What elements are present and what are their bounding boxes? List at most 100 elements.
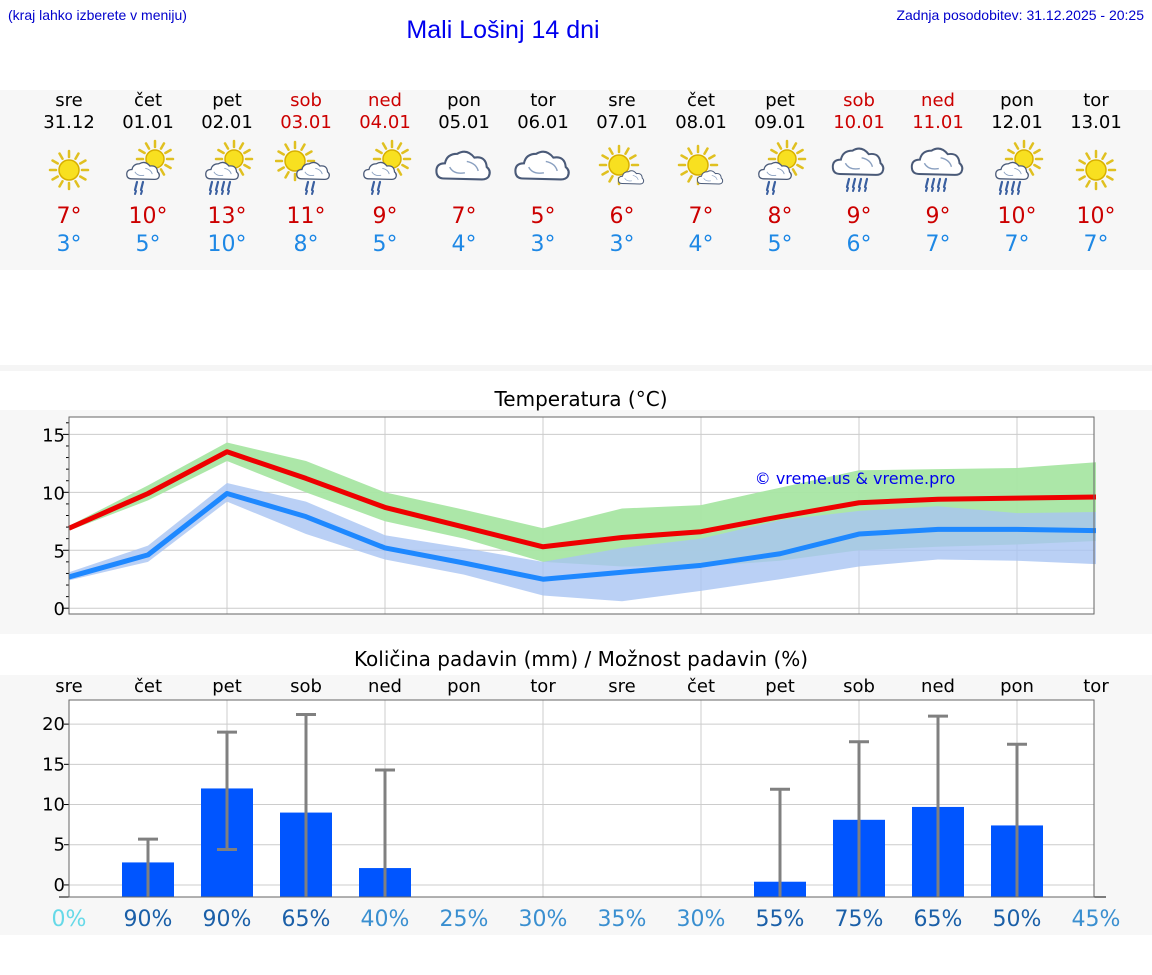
forecast-day: pet 02.01 13° 10°: [188, 90, 267, 259]
y-tick-label: 20: [42, 714, 65, 735]
precip-probability: 90%: [124, 907, 173, 932]
watermark: © vreme.us & vreme.pro: [755, 469, 956, 488]
precip-probability: 25%: [440, 907, 489, 932]
day-name: čet: [686, 90, 716, 111]
day-name: pon: [447, 90, 481, 111]
y-tick-label: 10: [42, 483, 65, 504]
sun-icon: [48, 149, 90, 191]
day-name: pon: [1000, 90, 1034, 111]
category-label: pet: [765, 676, 795, 697]
category-label: pet: [212, 676, 242, 697]
max-temp: 10°: [1076, 204, 1116, 229]
day-date: 05.01: [438, 112, 490, 133]
day-name: ned: [368, 90, 402, 111]
day-date: 08.01: [675, 112, 727, 133]
max-temp: 6°: [609, 204, 635, 229]
category-label: tor: [1083, 676, 1109, 697]
day-name: pet: [212, 90, 242, 111]
day-name: sre: [608, 90, 636, 111]
max-temp: 13°: [207, 204, 247, 229]
min-temp: 3°: [609, 232, 635, 257]
category-label: sre: [55, 676, 82, 697]
y-tick-label: 15: [42, 754, 65, 775]
sun-cloud-rain-right-icon: [275, 140, 330, 195]
precipitation-chart-title: Količina padavin (mm) / Možnost padavin …: [353, 647, 809, 671]
day-date: 13.01: [1070, 112, 1122, 133]
forecast-day: pet 09.01 8° 5°: [741, 90, 820, 259]
day-name: sob: [290, 90, 322, 111]
min-temp: 5°: [372, 232, 398, 257]
forecast-day: ned 11.01 9° 7°: [899, 90, 978, 259]
category-label: čet: [687, 676, 715, 697]
max-temp: 8°: [767, 204, 793, 229]
plot-frame: [68, 416, 1095, 615]
y-tick-label: 0: [54, 599, 65, 620]
category-label: ned: [368, 676, 402, 697]
precip-probability: 45%: [1072, 907, 1121, 932]
min-temp: 3°: [56, 232, 82, 257]
category-label: čet: [134, 676, 162, 697]
category-label: ned: [921, 676, 955, 697]
y-tick-label: 0: [54, 875, 65, 896]
sun-icon: [1075, 149, 1117, 191]
forecast-day: tor 06.01 5° 3°: [504, 90, 583, 259]
category-label: sob: [843, 676, 875, 697]
max-temp: 7°: [688, 204, 714, 229]
forecast-day: čet 01.01 10° 5°: [109, 90, 188, 259]
y-tick-label: 5: [54, 541, 65, 562]
precip-probability: 35%: [598, 907, 647, 932]
min-temp-range-band: [69, 483, 1096, 602]
sun-cloud-heavy-rain-icon: [995, 139, 1044, 195]
cloud-icon: [435, 150, 491, 181]
precip-probability: 30%: [677, 907, 726, 932]
day-date: 06.01: [517, 112, 569, 133]
temperature-chart: 0 5 10 15 © vreme.us & vreme.pro: [42, 416, 1097, 620]
location-hint: (kraj lahko izberete v meniju): [8, 7, 187, 23]
category-label: sob: [290, 676, 322, 697]
forecast-day: pon 12.01 10° 7°: [978, 90, 1057, 259]
min-temp: 5°: [135, 232, 161, 257]
sun-cloud-heavy-rain-icon: [205, 139, 254, 195]
day-date: 01.01: [122, 112, 174, 133]
day-date: 07.01: [596, 112, 648, 133]
day-date: 11.01: [912, 112, 964, 133]
y-tick-label: 10: [42, 795, 65, 816]
precip-probability: 65%: [282, 907, 331, 932]
category-label: sre: [608, 676, 635, 697]
precip-probability: 30%: [519, 907, 568, 932]
forecast-day: sob 10.01 9° 6°: [820, 90, 899, 259]
forecast-day: pon 05.01 7° 4°: [425, 90, 504, 259]
cloud-icon: [514, 150, 570, 181]
page-title: Mali Lošinj 14 dni: [406, 16, 600, 44]
sun-small-cloud-icon: [598, 144, 645, 186]
category-label: tor: [530, 676, 556, 697]
max-temp: 9°: [372, 204, 398, 229]
max-temp: 5°: [530, 204, 556, 229]
sun-cloud-rain-icon: [758, 139, 807, 195]
forecast-day: sre 31.12 7° 3°: [30, 90, 109, 259]
precip-probability: 55%: [756, 907, 805, 932]
forecast-day: tor 13.01 10° 7°: [1057, 90, 1136, 259]
max-temp: 7°: [451, 204, 477, 229]
day-date: 09.01: [754, 112, 806, 133]
max-temp: 9°: [925, 204, 951, 229]
precip-probability: 0%: [52, 907, 87, 932]
day-date: 02.01: [201, 112, 253, 133]
cloud-heavy-rain-icon: [910, 147, 964, 192]
divider: [0, 365, 1152, 371]
max-temp: 11°: [286, 204, 326, 229]
min-temp: 7°: [1004, 232, 1030, 257]
day-name: pet: [765, 90, 795, 111]
forecast-day: sre 07.01 6° 3°: [583, 90, 662, 259]
max-temp: 10°: [128, 204, 168, 229]
day-date: 12.01: [991, 112, 1043, 133]
precip-probability: 40%: [361, 907, 410, 932]
day-name: tor: [530, 90, 556, 111]
min-temp: 7°: [925, 232, 951, 257]
y-tick-label: 5: [54, 835, 65, 856]
max-temp: 7°: [56, 204, 82, 229]
min-temp: 8°: [293, 232, 319, 257]
min-temp-line: [68, 490, 1097, 582]
day-date: 31.12: [43, 112, 95, 133]
min-temp: 4°: [688, 232, 714, 257]
